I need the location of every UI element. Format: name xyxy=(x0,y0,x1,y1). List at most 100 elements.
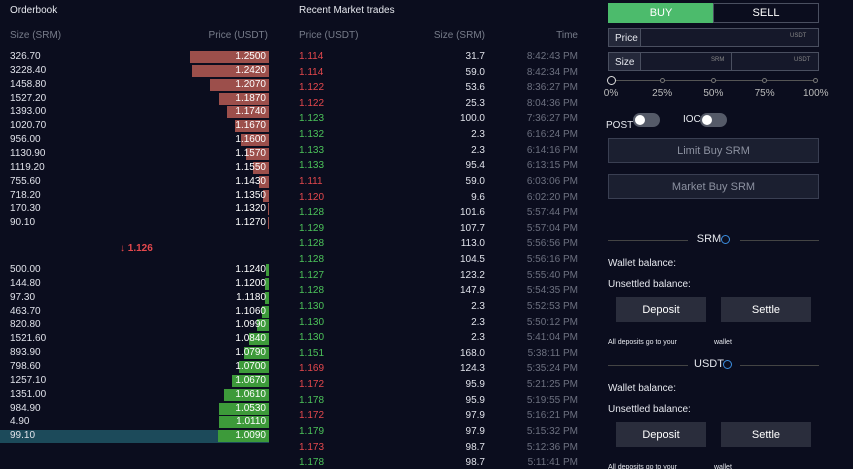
trade-size: 101.6 xyxy=(459,207,485,219)
section-line xyxy=(608,240,688,241)
depth-bar xyxy=(262,305,269,318)
orderbook-title: Orderbook xyxy=(10,5,58,16)
trade-time: 5:11:41 PM xyxy=(527,457,578,469)
depth-bar xyxy=(227,106,269,119)
deposit-button[interactable]: Deposit xyxy=(616,422,706,447)
size-cell: 97.30 xyxy=(10,291,36,303)
price-cell: 1.0610 xyxy=(235,388,266,400)
price-cell: 1.1320 xyxy=(235,203,266,215)
trade-price: 1.178 xyxy=(299,394,325,406)
trade-size: 107.7 xyxy=(459,222,485,234)
depth-bar xyxy=(265,277,269,290)
column-header: Price (USDT) xyxy=(299,30,359,41)
buy-tab[interactable]: BUY xyxy=(608,3,714,23)
trade-price: 1.114 xyxy=(299,66,324,78)
depth-bar xyxy=(191,64,269,77)
ioc-label: IOC xyxy=(683,114,701,125)
trades-title: Recent Market trades xyxy=(299,5,395,16)
settle-button[interactable]: Settle xyxy=(721,422,811,447)
slider-label: 100% xyxy=(803,88,829,99)
trade-price: 1.128 xyxy=(299,285,325,297)
post-toggle[interactable] xyxy=(633,113,660,127)
limit-buy-button[interactable]: Limit Buy SRM xyxy=(608,138,819,163)
trade-time: 5:56:16 PM xyxy=(526,254,578,266)
depth-bar xyxy=(246,147,269,160)
trade-price: 1.178 xyxy=(299,457,325,469)
price-cell: 1.1270 xyxy=(235,217,266,229)
size-cell: 1458.80 xyxy=(10,78,47,90)
currency: USDT xyxy=(694,358,724,370)
size-cell: 893.90 xyxy=(10,347,41,359)
trade-price: 1.132 xyxy=(299,129,325,141)
depth-bar xyxy=(239,360,269,373)
trade-time: 5:21:25 PM xyxy=(526,379,578,391)
column-header: Price (USDT) xyxy=(208,30,268,41)
trade-price: 1.172 xyxy=(299,410,325,422)
trade-time: 5:50:12 PM xyxy=(526,316,578,328)
deposit-note-end: wallet xyxy=(714,464,732,469)
market-buy-button[interactable]: Market Buy SRM xyxy=(608,174,819,199)
depth-bar xyxy=(232,374,269,387)
trade-time: 5:16:21 PM xyxy=(526,410,578,422)
trade-size: 53.6 xyxy=(465,82,485,94)
price-cell: 1.1240 xyxy=(235,264,266,275)
deposit-note: All deposits go to your xyxy=(608,464,677,469)
post-label: POST xyxy=(606,120,634,131)
depth-bar xyxy=(248,333,269,346)
column-header: Size (SRM) xyxy=(10,30,62,41)
column-header: Time xyxy=(556,30,578,41)
trade-size: 95.9 xyxy=(465,394,485,406)
depth-bar xyxy=(190,51,269,63)
trade-time: 5:15:32 PM xyxy=(526,425,578,437)
section-line xyxy=(608,365,688,366)
trade-price: 1.151 xyxy=(299,347,325,359)
trade-size: 2.3 xyxy=(471,300,485,312)
trade-time: 5:35:24 PM xyxy=(526,363,578,375)
price-cell: 1.1670 xyxy=(235,120,266,132)
size-unit: SRM xyxy=(711,57,725,63)
trade-time: 6:02:20 PM xyxy=(526,191,578,203)
settle-button[interactable]: Settle xyxy=(721,297,811,322)
trade-size: 95.9 xyxy=(465,379,485,391)
slider-handle[interactable] xyxy=(607,76,616,85)
size-cell: 500.00 xyxy=(10,264,41,275)
trade-size: 31.7 xyxy=(465,51,485,62)
trade-price: 1.133 xyxy=(299,160,325,172)
trade-size: 98.7 xyxy=(465,441,485,453)
trade-time: 5:12:36 PM xyxy=(526,441,578,453)
trade-price: 1.172 xyxy=(299,379,325,391)
trade-size: 123.2 xyxy=(459,269,485,281)
price-cell: 1.1600 xyxy=(235,134,266,146)
size-cell: 4.90 xyxy=(10,416,30,428)
trade-size: 168.0 xyxy=(459,347,485,359)
price-cell: 1.1200 xyxy=(235,277,266,289)
trade-size: 2.3 xyxy=(471,316,485,328)
wallet-label: Wallet balance: xyxy=(608,258,676,269)
trade-price: 1.120 xyxy=(299,191,325,203)
size-cell: 3228.40 xyxy=(10,64,47,76)
info-icon xyxy=(721,235,730,244)
size-cell: 755.60 xyxy=(10,175,41,187)
depth-bar xyxy=(263,189,269,202)
trade-time: 5:19:55 PM xyxy=(526,394,578,406)
row-highlight xyxy=(0,430,269,443)
size-cell: 984.90 xyxy=(10,402,41,414)
slider-tick xyxy=(762,78,768,83)
deposit-button[interactable]: Deposit xyxy=(616,297,706,322)
price-cell: 1.0090 xyxy=(235,430,266,442)
trade-price: 1.128 xyxy=(299,207,325,219)
trade-size: 104.5 xyxy=(459,254,485,266)
price-cell: 1.0700 xyxy=(235,360,266,372)
ioc-toggle[interactable] xyxy=(700,113,727,127)
deposit-note: All deposits go to your xyxy=(608,339,677,346)
trade-time: 5:55:40 PM xyxy=(526,269,578,281)
price-cell: 1.0990 xyxy=(235,319,266,331)
divider xyxy=(731,52,732,71)
trade-size: 2.3 xyxy=(471,332,485,344)
depth-bar xyxy=(259,175,269,188)
slider-tick xyxy=(813,78,819,83)
depth-bar xyxy=(218,430,269,443)
sell-tab[interactable]: SELL xyxy=(713,3,819,23)
trade-price: 1.130 xyxy=(299,332,325,344)
